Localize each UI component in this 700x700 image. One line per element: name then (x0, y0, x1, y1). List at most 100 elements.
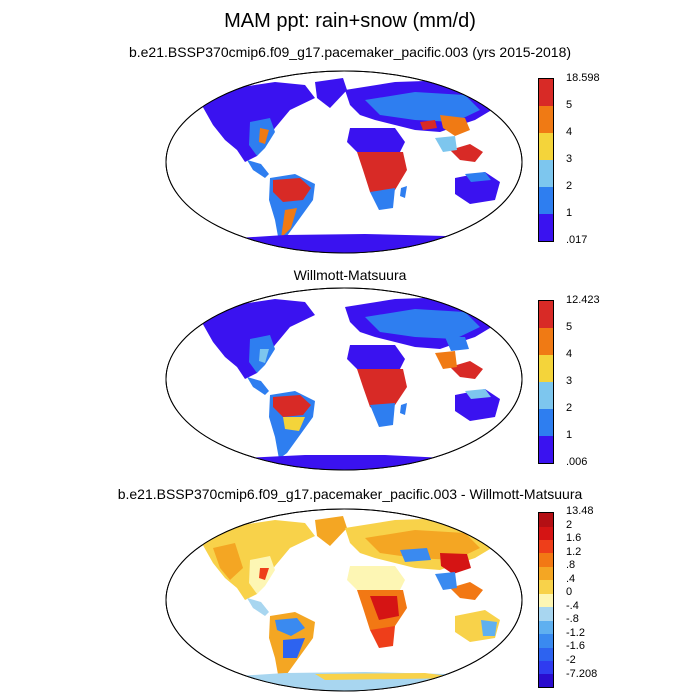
maritime-continent-region (450, 582, 483, 600)
colorbar-label: 4 (566, 348, 573, 360)
south-america-south-region (283, 638, 305, 658)
colorbar-swatch (539, 382, 553, 409)
colorbar-label: 1.6 (566, 532, 582, 544)
colorbar-label: .006 (566, 456, 588, 468)
east-asia-region (445, 337, 469, 351)
panel-2-colorbar (538, 300, 554, 464)
africa-south-region (370, 403, 395, 427)
colorbar-label: -1.2 (566, 627, 585, 639)
africa-central-region (357, 152, 407, 200)
colorbar-swatch (539, 553, 553, 567)
greenland-region (315, 516, 347, 546)
colorbar-swatch (539, 527, 553, 540)
antarctica-region (185, 234, 505, 253)
colorbar-swatch (539, 661, 553, 674)
colorbar-swatch (539, 621, 553, 634)
colorbar-swatch (539, 594, 553, 607)
australia-north-region (465, 389, 491, 399)
antarctica-east-region (315, 673, 465, 680)
colorbar-label: .8 (566, 559, 576, 571)
colorbar-swatch (539, 567, 553, 580)
colorbar-label: -2 (566, 654, 576, 666)
panel-2-map (165, 287, 523, 471)
colorbar-swatch (539, 355, 553, 382)
greenland-region (315, 78, 347, 108)
colorbar-swatch (539, 540, 553, 553)
colorbar-swatch (539, 607, 553, 621)
north-america-west-region (213, 543, 243, 580)
east-asia-region (440, 553, 471, 574)
north-america-southeast-region (259, 128, 269, 144)
panel-3-title: b.e21.BSSP370cmip6.f09_g17.pacemaker_pac… (117, 486, 583, 502)
colorbar-swatch (539, 409, 553, 436)
south-america-south-region (281, 208, 297, 238)
colorbar-label: 5 (566, 321, 573, 333)
colorbar-swatch (539, 214, 553, 241)
panel-3-colorbar (538, 512, 554, 688)
colorbar-label: -1.6 (566, 640, 585, 652)
colorbar-label: 1 (566, 429, 573, 441)
madagascar-region (400, 403, 407, 415)
colorbar-label: 5 (566, 99, 573, 111)
panel-1-map (165, 70, 523, 254)
africa-north-region (347, 345, 405, 369)
central-america-region (247, 160, 269, 178)
south-america-amazon-region (275, 618, 305, 636)
colorbar-swatch (539, 187, 553, 214)
colorbar-label: 3 (566, 375, 573, 387)
eurasia-mid-region (365, 309, 480, 339)
colorbar-swatch (539, 106, 553, 133)
colorbar-label: 0 (566, 586, 573, 598)
colorbar-label: .4 (566, 573, 576, 585)
panel-3-map (165, 508, 523, 692)
east-asia-region (440, 115, 470, 136)
central-america-region (247, 598, 269, 616)
africa-central-region (357, 369, 407, 413)
eurasia-mid-region (365, 530, 480, 560)
colorbar-label: 18.598 (566, 72, 600, 84)
colorbar-swatch (539, 513, 553, 527)
colorbar-swatch (539, 301, 553, 328)
south-america-mid-region (283, 417, 305, 431)
panel-1-colorbar (538, 78, 554, 242)
colorbar-label: 3 (566, 153, 573, 165)
colorbar-label: -.4 (566, 600, 579, 612)
africa-north-region (347, 128, 405, 152)
colorbar-label: 2 (566, 519, 573, 531)
colorbar-swatch (539, 160, 553, 187)
eurasia-mid-region (365, 92, 480, 122)
himalaya-region (420, 120, 437, 130)
north-america-southeast-region (259, 349, 269, 363)
central-america-region (247, 377, 269, 395)
australia-east-region (481, 620, 497, 636)
africa-south-region (370, 626, 395, 648)
colorbar-swatch (539, 436, 553, 463)
colorbar-swatch (539, 580, 553, 594)
colorbar-swatch (539, 648, 553, 661)
africa-north-region (347, 566, 405, 590)
colorbar-swatch (539, 674, 553, 687)
africa-south-region (370, 188, 395, 210)
colorbar-swatch (539, 634, 553, 648)
south-america-amazon-region (273, 178, 311, 202)
maritime-continent-region (450, 361, 483, 379)
colorbar-label: 13.48 (566, 505, 594, 517)
colorbar-label: -.8 (566, 613, 579, 625)
colorbar-label: 12.423 (566, 294, 600, 306)
southeast-asia-region (435, 351, 457, 369)
colorbar-label: -7.208 (566, 668, 598, 680)
antarctica-region (225, 455, 465, 470)
north-america-southeast-region (259, 568, 269, 580)
colorbar-label: 4 (566, 126, 573, 138)
colorbar-label: 1.2 (566, 546, 582, 558)
southeast-asia-region (435, 136, 457, 152)
colorbar-swatch (539, 328, 553, 355)
figure-title: MAM ppt: rain+snow (mm/d) (224, 10, 476, 32)
madagascar-region (400, 186, 407, 198)
south-america-amazon-region (273, 395, 311, 417)
panel-1-title: b.e21.BSSP370cmip6.f09_g17.pacemaker_pac… (128, 44, 572, 60)
central-asia-region (400, 548, 431, 562)
colorbar-label: 2 (566, 180, 573, 192)
colorbar-label: 2 (566, 402, 573, 414)
panel-2-title: Willmott-Matsuura (293, 267, 407, 283)
